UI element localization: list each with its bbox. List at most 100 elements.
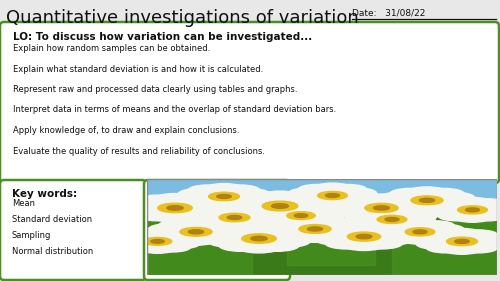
Circle shape [388,208,426,219]
Bar [147,179,497,222]
Circle shape [388,200,431,211]
Circle shape [426,229,464,239]
Circle shape [370,228,414,240]
Circle shape [139,230,176,239]
Circle shape [124,204,168,217]
Circle shape [386,221,424,231]
Circle shape [423,201,465,212]
Text: Evaluate the quality of results and reliability of conclusions.: Evaluate the quality of results and reli… [13,146,265,155]
Circle shape [453,198,492,208]
Circle shape [257,191,303,204]
Circle shape [423,188,465,200]
Bar [147,217,252,275]
Circle shape [115,239,152,249]
Circle shape [379,197,421,209]
Circle shape [262,201,298,211]
Circle shape [373,207,411,217]
Circle shape [202,224,244,235]
Circle shape [313,198,352,208]
Circle shape [325,224,368,236]
Circle shape [282,217,320,228]
Circle shape [278,230,319,241]
Circle shape [406,187,448,198]
Circle shape [406,202,448,214]
Circle shape [454,239,469,243]
Circle shape [208,192,240,201]
Circle shape [230,193,270,204]
Circle shape [374,206,390,210]
Circle shape [204,183,244,194]
Circle shape [148,228,190,240]
Circle shape [306,213,344,223]
Circle shape [276,193,322,205]
Circle shape [254,226,299,238]
Circle shape [214,219,254,230]
Circle shape [328,184,367,195]
Circle shape [188,214,228,225]
Circle shape [342,239,386,251]
Text: Explain what standard deviation is and how it is calculated.: Explain what standard deviation is and h… [13,65,263,74]
Circle shape [348,216,387,227]
Circle shape [154,242,191,252]
Circle shape [268,205,304,215]
Circle shape [175,218,217,230]
Circle shape [370,233,414,245]
Bar [287,217,374,265]
Circle shape [321,226,363,237]
Circle shape [227,202,273,215]
Circle shape [152,210,198,222]
Circle shape [182,204,226,217]
Circle shape [230,189,270,200]
Circle shape [272,204,288,208]
Circle shape [458,230,498,241]
Circle shape [298,205,335,215]
Circle shape [238,193,284,205]
Text: Explain how random samples can be obtained.: Explain how random samples can be obtain… [13,44,210,53]
Circle shape [377,209,420,220]
Circle shape [230,218,270,229]
Circle shape [251,236,267,241]
Circle shape [227,197,273,210]
Text: Quantitative investigations of variation: Quantitative investigations of variation [6,9,359,27]
Circle shape [288,192,327,203]
Text: Date:   31/08/22: Date: 31/08/22 [352,9,426,18]
Circle shape [318,191,348,200]
Circle shape [390,188,431,200]
Bar [392,222,497,275]
Text: Represent raw and processed data clearly using tables and graphs.: Represent raw and processed data clearly… [13,85,298,94]
Circle shape [298,184,337,195]
Circle shape [388,220,426,230]
Circle shape [219,213,250,222]
Circle shape [398,216,436,227]
Circle shape [268,216,304,226]
Circle shape [286,212,316,219]
Circle shape [342,209,386,220]
Circle shape [287,202,333,215]
Circle shape [458,206,488,214]
Circle shape [298,196,337,207]
Text: Interpret data in terms of means and the overlap of standard deviation bars.: Interpret data in terms of means and the… [13,105,336,114]
Circle shape [257,208,303,221]
Circle shape [426,242,466,253]
Circle shape [294,216,336,227]
Circle shape [158,220,200,231]
Circle shape [294,231,336,243]
Circle shape [170,209,215,221]
Circle shape [453,212,492,222]
Circle shape [178,193,218,204]
Circle shape [360,224,403,236]
Circle shape [143,237,172,245]
Circle shape [227,216,242,219]
Circle shape [180,227,212,236]
Text: Key words:: Key words: [12,189,77,199]
Circle shape [433,197,475,209]
Circle shape [202,228,244,240]
Circle shape [442,243,482,254]
Circle shape [238,207,284,219]
Circle shape [342,223,386,234]
Circle shape [208,230,252,242]
Circle shape [416,238,456,249]
Circle shape [254,239,299,251]
Text: Apply knowledge of, to draw and explain conclusions.: Apply knowledge of, to draw and explain … [13,126,239,135]
Circle shape [311,217,352,228]
